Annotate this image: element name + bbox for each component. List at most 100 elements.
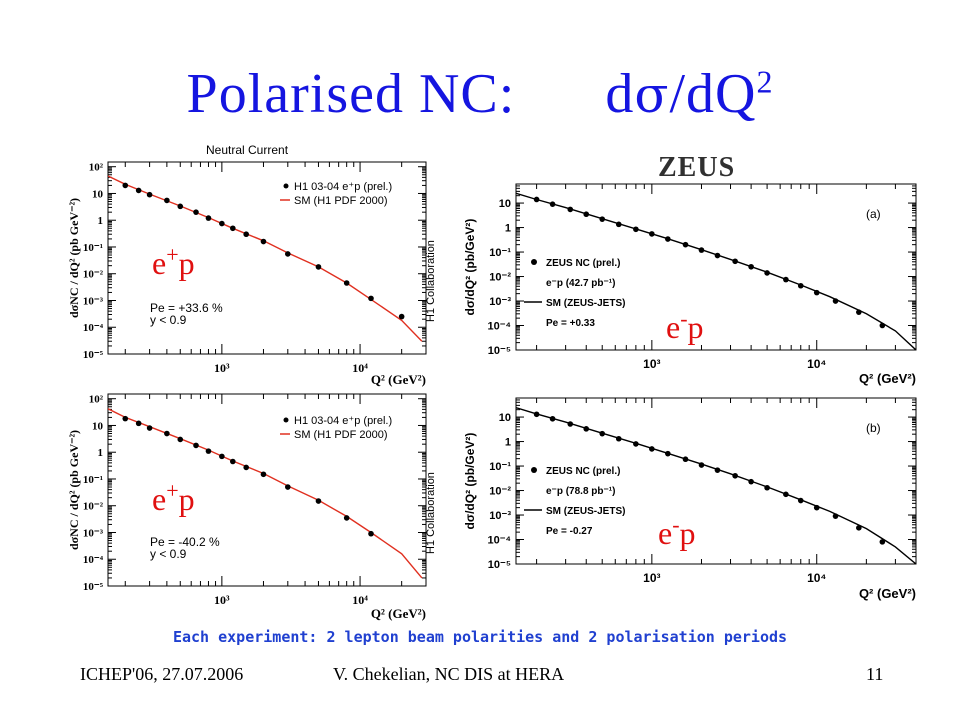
data-point [567,206,574,213]
beam-label: e-p [658,512,696,551]
data-point [879,322,886,329]
y-tick-label: 10⁻³ [83,527,104,539]
data-point [698,462,705,468]
y-tick-label: 10⁻² [83,501,104,513]
panel-label: (b) [866,421,881,435]
y-tick-label: 10⁻⁴ [488,321,511,333]
data-point [583,426,590,432]
data-point [682,456,689,463]
data-point [649,231,655,237]
legend-marker-points [283,417,289,423]
polarisation-label: Pe = -0.27 [546,526,593,537]
data-point [164,197,170,204]
y-tick-label: 10 [92,188,104,200]
data-point [599,430,606,437]
data-point [856,309,862,315]
title-prefix: Polarised NC: [186,63,516,125]
data-point [783,491,789,498]
data-point [122,182,129,189]
x-axis-label: Q² (GeV²) [859,586,916,601]
note-text: Each experiment: 2 lepton beam polaritie… [172,628,788,646]
data-point [633,226,639,233]
data-point [813,504,820,511]
data-point [879,539,886,545]
polarisation-label: Pe = +0.33 [546,318,595,329]
data-point [315,498,322,504]
data-point [649,446,655,452]
data-point [732,472,738,479]
data-point [764,484,770,491]
y-axis-label: dσ/dQ² (pb/GeV²) [463,433,477,530]
zeus-a-plot: 10 1 10⁻¹ 10⁻² 10⁻³ 10⁻⁴ 10⁻⁵ 10³ 10⁴ Q² (GeV²) dσ… [463,183,917,386]
h1-bottom-chart: 10² 10 1 10⁻¹ 10⁻² 10⁻³ 10⁻⁴ 10⁻⁵ 10³ 10⁴ Q² (GeV²… [64,388,440,624]
x-tick-label: 10³ [214,361,230,375]
y-tick-label: 10⁻¹ [489,247,511,259]
y-tick-label: 10⁻³ [489,296,511,308]
y-tick-label: 1 [98,447,104,459]
data-point [615,435,622,442]
data-point [368,295,374,302]
data-point [193,209,199,215]
data-point [285,251,291,257]
polarisation-label: Pe = +33.6 % [150,301,223,315]
data-point [748,478,754,485]
luminosity-label: e⁻p (42.7 pb⁻¹) [546,278,615,289]
data-point [398,313,405,320]
y-tick-label: 10⁻² [489,272,511,284]
data-point [732,258,738,265]
data-point [219,453,225,460]
legend-marker-points [283,183,289,189]
y-cut-label: y < 0.9 [150,547,187,561]
data-point [813,289,820,296]
data-point [135,187,142,194]
data-point [164,430,170,437]
title-d: d [605,63,635,125]
y-tick-label: 10⁻⁴ [488,535,511,547]
data-point [260,471,267,478]
plot-frame [515,183,917,351]
legend-entry: SM (H1 PDF 2000) [294,429,388,441]
y-cut-label: y < 0.9 [150,313,187,327]
data-point [260,238,267,245]
data-point [243,464,249,471]
y-tick-label: 10⁻¹ [83,242,103,254]
data-point [230,225,236,232]
collaboration-label: H1 Collaboration [425,472,437,554]
y-tick-label: 10⁻¹ [489,461,511,473]
footer-right: 11 [866,664,884,684]
beam-label: e+p [152,478,195,517]
data-point [205,448,212,454]
data-point [122,415,129,422]
y-axis-label: dσ/dQ² (pb/GeV²) [463,219,477,316]
data-point [599,216,606,222]
data-point [177,436,184,443]
y-tick-label: 1 [505,437,511,449]
data-point [135,420,142,427]
data-point [783,276,789,283]
y-tick-label: 1 [98,215,104,227]
plot-frame [515,397,917,565]
x-tick-label: 10⁴ [352,361,368,375]
data-point [856,525,862,531]
legend-entry: ZEUS NC (prel.) [546,466,620,477]
y-tick-label: 10⁻³ [83,295,104,307]
data-point [714,252,721,259]
y-axis-label: dσNC / dQ² (pb GeV⁻²) [67,430,81,550]
x-tick-label: 10⁴ [352,593,368,607]
data-point [615,221,622,228]
data-point [832,298,839,304]
y-tick-label: 1 [505,223,511,235]
zeus-b-plot: 10 1 10⁻¹ 10⁻² 10⁻³ 10⁻⁴ 10⁻⁵ 10³ 10⁴ Q² (GeV²) dσ… [463,397,917,601]
data-point [533,411,540,418]
data-point [146,425,153,431]
zeus-logo: ZEUS [658,152,736,183]
data-point [764,270,770,276]
slide-title: Polarised NC: dσ/dQ2 [0,62,960,126]
data-point [230,458,236,465]
y-tick-label: 10⁻¹ [83,474,103,486]
x-tick-label: 10³ [214,593,230,607]
x-axis-label: Q² (GeV²) [371,372,426,387]
x-tick-label: 10⁴ [807,571,826,585]
y-tick-label: 10⁻⁴ [83,322,104,334]
